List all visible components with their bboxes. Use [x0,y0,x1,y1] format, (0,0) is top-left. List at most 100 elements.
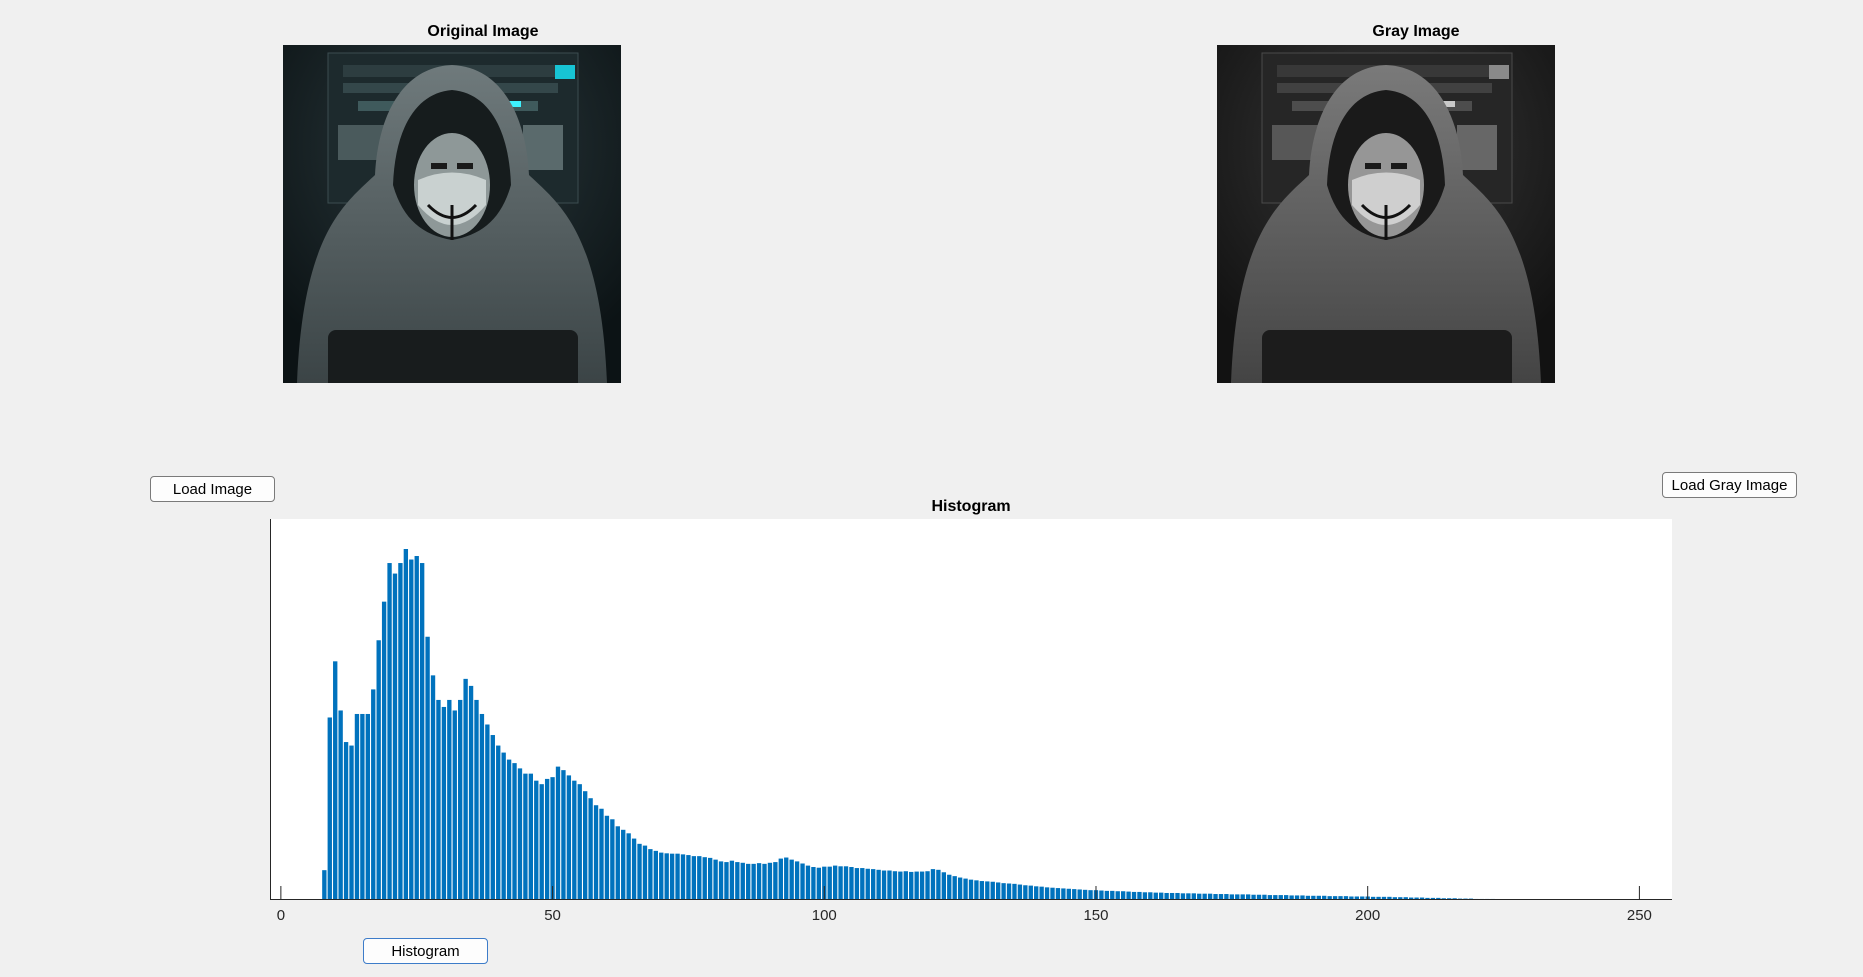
histogram-bar [322,870,327,900]
histogram-bar [990,881,995,900]
histogram-bar [599,808,604,900]
histogram-bar [832,865,838,900]
histogram-bar [735,862,740,900]
histogram-bar [1050,887,1055,900]
histogram-bar [365,713,370,900]
histogram-bar [496,745,501,900]
histogram-bar [376,640,381,900]
histogram-bar [1001,883,1006,900]
histogram-bar [996,882,1001,900]
histogram-bar [947,874,952,900]
histogram-bar [909,871,914,900]
histogram-bar [849,867,854,900]
histogram-bar [762,863,767,900]
gray-image-title: Gray Image [1372,23,1460,40]
histogram-bar [441,706,447,900]
histogram-bar [1175,892,1180,900]
histogram-bar [409,559,414,900]
histogram-bar [1284,895,1289,900]
histogram-bar [691,856,697,900]
histogram-bar [968,879,974,900]
histogram-bar [479,713,485,900]
histogram-bar [327,717,332,900]
histogram-bar [381,601,387,900]
histogram-title: Histogram [931,498,1011,515]
histogram-bar [1169,892,1175,900]
histogram-bar [1273,895,1278,900]
histogram-bar [387,563,392,900]
histogram-bar [1115,891,1120,900]
x-axis-tick-labels: 0 50 100 150 200 250 [277,907,1652,924]
histogram-bar [1294,895,1300,900]
x-tick-label: 150 [1083,907,1108,924]
histogram-bar [343,742,349,900]
histogram-bar [822,866,827,900]
histogram-bar [523,773,528,900]
histogram-chart [270,519,1672,900]
histogram-bar [713,859,718,900]
histogram-bar [974,880,979,900]
histogram-bar [811,867,816,900]
histogram-bar [919,871,925,900]
histogram-bar [702,857,707,900]
histogram-bar [1419,897,1425,900]
histogram-bar [1055,888,1061,900]
histogram-bar [1088,890,1093,900]
histogram-bar [621,829,626,900]
x-tick-label: 250 [1627,907,1652,924]
histogram-bar [371,689,376,900]
histogram-bar [458,699,463,900]
histogram-bar [1072,889,1077,900]
histogram-bar [1202,893,1207,900]
histogram-bar [773,862,778,900]
histogram-bar [1120,891,1126,900]
histogram-bar [1186,893,1191,900]
histogram-bar [767,862,773,900]
histogram-bar [1229,894,1235,900]
histogram-bar [898,871,903,900]
original-image-title: Original Image [427,23,539,40]
histogram-bar [419,563,425,900]
histogram-bar [881,870,887,900]
histogram-bar [979,881,985,900]
histogram-bar [1218,894,1224,900]
histogram-bar [653,850,658,900]
histogram-bar [1370,896,1376,900]
histogram-button[interactable]: Histogram [363,938,488,964]
histogram-bar [1104,890,1110,900]
histogram-bar [566,775,572,900]
histogram-bar [1148,892,1153,900]
histogram-bar [718,861,724,900]
load-image-button[interactable]: Load Image [150,476,275,502]
histogram-bar [854,868,860,900]
histogram-bar [952,876,957,900]
histogram-bar [1403,897,1408,900]
load-gray-image-button[interactable]: Load Gray Image [1662,472,1797,498]
histogram-bar [686,855,691,900]
histogram-bar [1349,896,1354,900]
histogram-bar [512,763,517,900]
histogram-bar [1006,883,1012,900]
histogram-bar [1023,885,1028,900]
histogram-bar [1354,896,1359,900]
histogram-bar [1425,897,1430,900]
histogram-bar [1300,895,1305,900]
histogram-bar [354,713,360,900]
histogram-bar [789,859,794,900]
histogram-bar [539,784,544,900]
histogram-bar [501,752,506,900]
histogram-bar [1213,894,1218,900]
histogram-bar [555,766,561,900]
histogram-bar [392,573,398,900]
histogram-bar [1256,894,1262,900]
histogram-bar [447,699,452,900]
histogram-bar [1235,894,1240,900]
histogram-bar [1398,897,1403,900]
histogram-bar [528,773,534,900]
histogram-bar [805,865,811,900]
histogram-bar [1142,892,1148,900]
histogram-bar [664,853,669,900]
histogram-bar [1381,896,1387,900]
histogram-bar [631,838,637,900]
